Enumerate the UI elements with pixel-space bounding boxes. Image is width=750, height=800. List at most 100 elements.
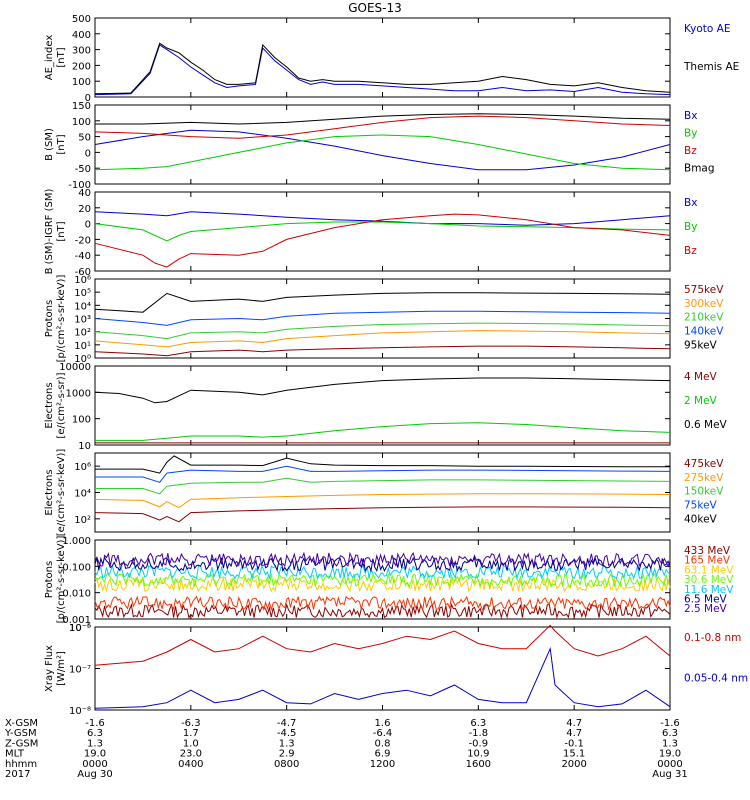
series-line: [94, 213, 671, 268]
y-tick-label: 0.100: [62, 562, 91, 573]
series-line: [94, 134, 671, 171]
legend-entry: 210keV: [684, 312, 724, 324]
y-axis-label: Electrons: [44, 382, 55, 428]
x-annotation-value: 4.7: [566, 728, 582, 739]
x-annotation-value: 23.0: [180, 749, 202, 760]
legend-entry: 300keV: [684, 298, 724, 310]
y-tick-label: 10⁻⁶: [69, 623, 91, 634]
legend-entry: By: [684, 128, 697, 140]
legend-entry: By: [684, 221, 697, 233]
x-annotation-value: 19.0: [659, 749, 681, 760]
y-axis-label: [nT]: [56, 221, 67, 241]
x-annotation-value: 15.1: [563, 749, 585, 760]
x-annotation-value: -1.8: [469, 728, 489, 739]
x-annotation-value: 1.6: [375, 718, 391, 729]
y-axis-label: [nT]: [56, 47, 67, 67]
x-annotation-value: 6.3: [662, 728, 678, 739]
x-annotation-value: 10.9: [467, 749, 489, 760]
panel-3: 10⁰ 10¹ 10² 10³ 10⁴ 10⁵ 10⁶ Protons [p/(cm²-s-sr…: [44, 275, 724, 365]
y-tick-label: -50: [75, 164, 91, 175]
series-line: [94, 551, 671, 569]
x-annotation-row-label: X-GSM: [5, 718, 38, 729]
x-annotation-value: -6.4: [373, 728, 393, 739]
series-line: [94, 44, 671, 96]
panel-frame: [94, 626, 671, 711]
y-axis-label: Protons: [44, 300, 55, 337]
legend-entry: 63.1 MeV: [684, 564, 734, 576]
series-line: [94, 506, 671, 523]
y-tick-label: 0.010: [62, 589, 91, 600]
y-axis-label: Electrons: [44, 469, 55, 515]
x-annotation-value: 1.3: [279, 738, 295, 749]
x-annotation-value: 1.7: [183, 728, 199, 739]
x-annotation-value: 1.3: [662, 738, 678, 749]
x-axis-annotation-table: X-GSM -1.6 -6.3 -4.7 1.6 6.3 4.7 -1.6Y-GSM 6.3 1.…: [4, 718, 688, 780]
y-tick-label: 0: [85, 148, 91, 159]
y-axis-label: B (SM): [44, 128, 55, 161]
legend-entry: Bmag: [684, 163, 715, 175]
legend-entry: Themis AE: [683, 61, 739, 73]
series-line: [94, 211, 671, 226]
series-line: [94, 377, 671, 404]
x-annotation-value: 0000: [657, 759, 682, 770]
x-annotation-value: 1.0: [183, 738, 199, 749]
y-tick-label: 0: [85, 220, 91, 231]
figure-title: GOES-13: [348, 1, 402, 15]
x-annotation-row-label: Z-GSM: [5, 738, 38, 749]
series-line: [95, 113, 671, 125]
x-annotation-value: 1.3: [87, 738, 103, 749]
x-annotation-value: 0800: [274, 759, 299, 770]
panel-frame: [94, 191, 671, 272]
y-tick-label: 10⁴: [74, 301, 91, 312]
x-annotation-value: -0.1: [564, 738, 584, 749]
legend-entry: 0.05-0.4 nm: [684, 673, 748, 685]
legend-entry: Bz: [684, 245, 697, 257]
x-annotation-row-label: hhmm: [5, 759, 37, 770]
x-annotation-row-label: 2017: [5, 769, 30, 780]
series-line: [95, 422, 671, 441]
x-annotation-value: 6.3: [87, 728, 103, 739]
x-annotation-value: 0000: [82, 759, 107, 770]
x-annotation-value: -4.7: [277, 718, 297, 729]
series-line: [94, 556, 671, 573]
legend-entry: 140keV: [684, 325, 724, 337]
y-tick-label: -100: [68, 180, 91, 191]
legend-entry: Bx: [684, 110, 697, 122]
legend-entry: 0.6 MeV: [684, 419, 728, 431]
y-axis-label: Xray Flux: [44, 645, 55, 692]
y-tick-label: -60: [75, 267, 91, 278]
y-tick-label: 1000: [66, 388, 91, 399]
y-tick-label: -40: [75, 251, 91, 262]
legend-entry: 575keV: [684, 284, 724, 296]
series-line: [94, 330, 671, 348]
series-line: [94, 564, 671, 581]
legend-entry: 95keV: [684, 339, 718, 351]
x-annotation-value: -1.6: [85, 718, 105, 729]
x-annotation-row-label: MLT: [5, 749, 25, 760]
x-annotation-value: 4.7: [566, 718, 582, 729]
y-axis-label: [p/(cm²-s-sr-keV)]: [56, 275, 67, 363]
y-axis-label: [W/m²]: [56, 651, 67, 686]
y-axis-label: [e/(cm²-s-sr)]: [56, 372, 67, 438]
series-line: [94, 115, 671, 139]
series-line: [94, 602, 671, 620]
x-annotation-value: Aug 30: [77, 769, 112, 780]
series-line: [94, 624, 671, 666]
y-axis-label: AE_index: [44, 35, 55, 81]
legend-entry: 0.1-0.8 nm: [684, 632, 741, 644]
legend-entry: 2 MeV: [684, 395, 718, 407]
legend-entry: 433 MeV: [684, 545, 731, 557]
legend-entry: 30.6 MeV: [684, 574, 734, 586]
y-tick-label: 10⁻⁸: [69, 706, 91, 717]
y-tick-label: 10⁶: [74, 275, 91, 286]
legend-entry: 165 MeV: [684, 555, 731, 567]
panel-frame: [94, 365, 671, 446]
y-tick-label: 400: [72, 30, 91, 41]
y-tick-label: 10: [78, 441, 91, 452]
y-axis-label: Protons: [44, 561, 55, 598]
panel-7: 10⁻⁸ 10⁻⁷ 10⁻⁶ Xray Flux [W/m²] 0.1-0.8 nm 0.0…: [44, 623, 748, 717]
y-tick-label: 10⁶: [74, 462, 91, 473]
y-axis-label: [p/(cm²-s-sr-keV)]: [56, 536, 67, 624]
y-tick-label: 10¹: [74, 341, 91, 352]
